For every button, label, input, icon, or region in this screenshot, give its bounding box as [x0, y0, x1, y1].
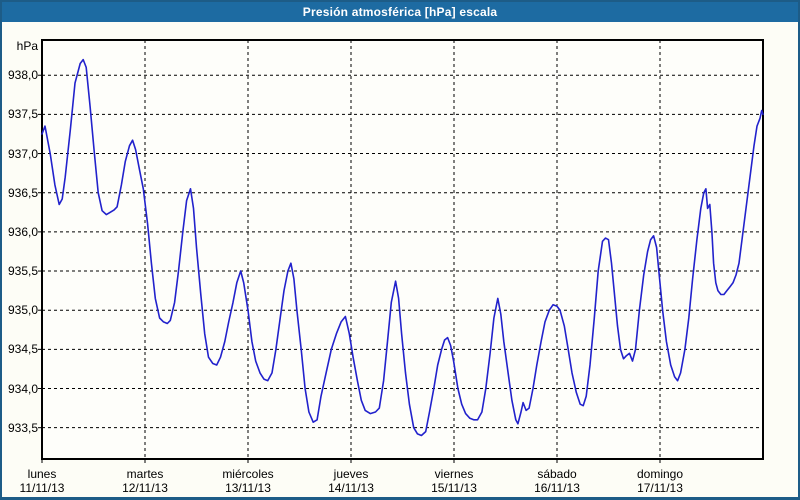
- day-name: jueves: [333, 467, 369, 481]
- y-axis-tick-label: 934,5: [7, 342, 38, 357]
- day-date: 11/11/13: [19, 481, 65, 495]
- x-axis-day-label: miércoles 13/11/13: [193, 467, 303, 495]
- plot-area: [42, 40, 763, 459]
- day-name: sábado: [537, 467, 577, 481]
- x-axis-day-label: martes 12/11/13: [90, 467, 200, 495]
- day-name: domingo: [636, 467, 684, 481]
- y-axis-tick-label: 937,5: [7, 107, 38, 122]
- y-axis-tick-label: 934,0: [7, 381, 38, 396]
- x-axis-day-label: lunes 11/11/13: [2, 467, 97, 495]
- title-bar: Presión atmosférica [hPa] escala: [2, 2, 798, 22]
- plot-frame: [41, 39, 764, 460]
- y-axis-tick-label: 936,0: [7, 224, 38, 239]
- y-axis-tick-label: 936,5: [7, 185, 38, 200]
- day-date: 14/11/13: [328, 481, 374, 495]
- x-axis-day-label: jueves 14/11/13: [296, 467, 406, 495]
- window-title: Presión atmosférica [hPa] escala: [302, 5, 498, 19]
- day-name: martes: [126, 467, 164, 481]
- y-axis-tick-label: 935,5: [7, 264, 38, 279]
- day-date: 15/11/13: [431, 481, 477, 495]
- x-axis-day-label: viernes 15/11/13: [399, 467, 509, 495]
- day-date: 13/11/13: [225, 481, 271, 495]
- day-date: 12/11/13: [122, 481, 168, 495]
- x-axis-day-label: domingo 17/11/13: [605, 467, 715, 495]
- y-axis-unit-label: hPa: [16, 39, 38, 53]
- y-axis-tick-label: 933,5: [7, 420, 38, 435]
- day-date: 16/11/13: [534, 481, 580, 495]
- day-name: lunes: [27, 467, 57, 481]
- y-axis-tick-label: 935,0: [7, 303, 38, 318]
- pressure-series-line: [41, 58, 764, 437]
- day-date: 17/11/13: [637, 481, 683, 495]
- x-axis-day-label: sábado 16/11/13: [502, 467, 612, 495]
- day-name: miércoles: [222, 467, 274, 481]
- y-axis-tick-label: 937,0: [7, 146, 38, 161]
- y-axis-tick-label: 938,0: [7, 68, 38, 83]
- day-name: viernes: [434, 467, 474, 481]
